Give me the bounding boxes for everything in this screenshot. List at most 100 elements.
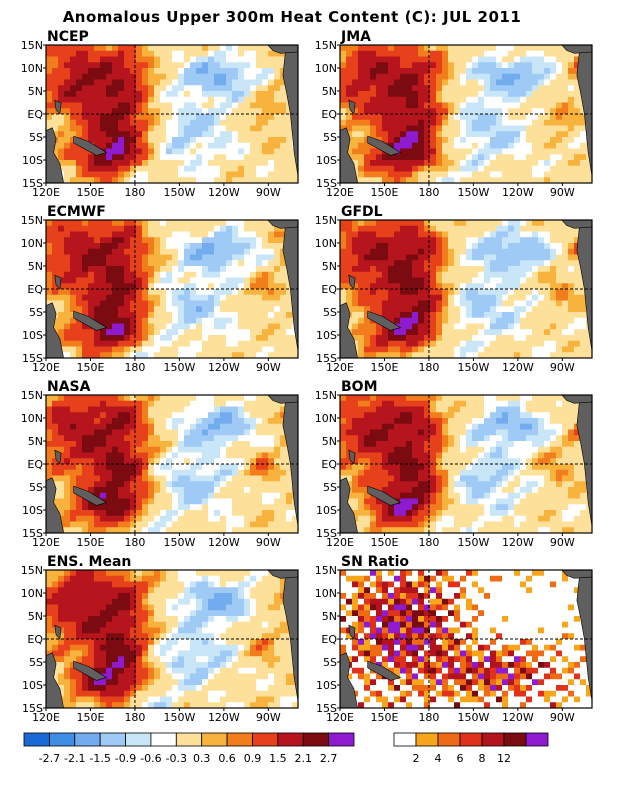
lat-tick-label: 10S [22,679,43,692]
colorbar-label: 0.3 [193,752,211,765]
colorbar-swatch [277,732,304,747]
lon-tick-label: 150W [163,711,195,724]
lon-tick-label: 150E [76,186,104,199]
colorbar-swatch [125,732,152,747]
lon-tick-label: 120E [326,186,354,199]
lat-tick-label: 10S [316,679,337,692]
land-mask [340,395,592,533]
lon-tick-label: 150E [76,361,104,374]
lat-tick-label: 5N [28,260,43,273]
panel-title: BOM [341,379,378,395]
lon-tick-label: 150W [457,711,489,724]
land-mask [46,570,298,708]
colorbar-swatch [302,732,330,747]
lat-tick-label: 15N [21,39,43,52]
panel-title: ECMWF [47,204,106,220]
lon-tick-label: 120E [326,711,354,724]
colorbar-label: 12 [497,752,511,765]
panel-title: SN Ratio [341,554,409,570]
lat-tick-label: 15N [315,389,337,402]
lat-tick-label: 5S [29,131,43,144]
lat-tick-label: 15N [315,564,337,577]
lat-tick-label: EQ [27,633,43,646]
lat-tick-label: EQ [321,283,337,296]
lon-tick-label: 90W [550,186,575,199]
lat-tick-label: 5S [323,481,337,494]
lon-tick-label: 90W [256,186,281,199]
lon-tick-label: 180 [124,361,145,374]
lat-tick-label: 10N [315,62,337,75]
lat-tick-label: 5N [322,610,337,623]
lon-tick-label: 150E [76,711,104,724]
lat-tick-label: 5S [29,656,43,669]
colorbar-swatch [459,732,483,747]
colorbar-swatch [150,732,177,747]
lat-tick-label: 15S [22,527,43,540]
lon-tick-label: 150E [76,536,104,549]
lat-tick-label: EQ [27,458,43,471]
panel-title: ENS. Mean [47,554,131,570]
colorbar-label: -0.6 [140,752,161,765]
lon-tick-label: 150W [163,536,195,549]
lon-tick-label: 120W [208,186,240,199]
lat-tick-label: 5S [323,131,337,144]
colorbar-label: 2 [413,752,420,765]
lon-tick-label: 150W [163,361,195,374]
lon-tick-label: 180 [124,536,145,549]
lat-tick-label: 5N [28,435,43,448]
colorbar-label: 1.5 [269,752,287,765]
field-shading [46,395,298,533]
lat-tick-label: 15S [316,527,337,540]
ratio-colorbar: 2 4 6 8 12 [393,732,549,765]
lon-tick-label: 120E [32,361,60,374]
colorbar-swatch [48,732,76,747]
lon-tick-label: 90W [256,536,281,549]
lon-tick-label: 180 [418,711,439,724]
lat-tick-label: 15S [22,177,43,190]
lon-tick-label: 120W [208,536,240,549]
lat-tick-label: 15N [315,39,337,52]
lat-tick-label: 5N [322,435,337,448]
lat-tick-label: 5S [29,481,43,494]
colorbar-swatch [23,732,50,747]
colorbar-swatch [393,732,417,747]
land-mask [340,45,592,183]
lon-tick-label: 150W [457,361,489,374]
field-shading [46,220,298,358]
lon-tick-label: 150W [163,186,195,199]
lat-tick-label: EQ [27,283,43,296]
lon-tick-label: 90W [550,711,575,724]
lat-tick-label: 5S [323,306,337,319]
lat-tick-label: 10S [22,504,43,517]
lat-tick-label: 15S [316,702,337,715]
lat-tick-label: 10S [316,329,337,342]
land-mask [340,570,592,708]
lon-tick-label: 90W [550,361,575,374]
colorbar-swatch [252,732,279,747]
lon-tick-label: 150E [370,711,398,724]
lon-tick-label: 120W [208,711,240,724]
land-mask [46,220,298,358]
lat-tick-label: EQ [321,108,337,121]
lat-tick-label: 15S [22,702,43,715]
lat-tick-label: 10S [316,154,337,167]
panel-title: NASA [47,379,91,395]
colorbar-swatch [415,732,439,747]
colorbar-swatch [328,732,355,747]
anomaly-colorbar: -2.7 -2.1 -1.5 -0.9 -0.6 -0.3 0.3 0.6 0.9 1.5 2.1 2… [23,732,355,765]
colorbar-swatch [503,732,527,747]
lon-tick-label: 150E [370,536,398,549]
field-shading [340,570,592,708]
lat-tick-label: 5S [323,656,337,669]
lon-tick-label: 120W [502,361,534,374]
lat-tick-label: 10N [21,62,43,75]
lon-tick-label: 150W [457,186,489,199]
lat-tick-label: 15S [316,177,337,190]
lon-tick-label: 120E [326,361,354,374]
lon-tick-label: 180 [418,361,439,374]
land-mask [340,220,592,358]
